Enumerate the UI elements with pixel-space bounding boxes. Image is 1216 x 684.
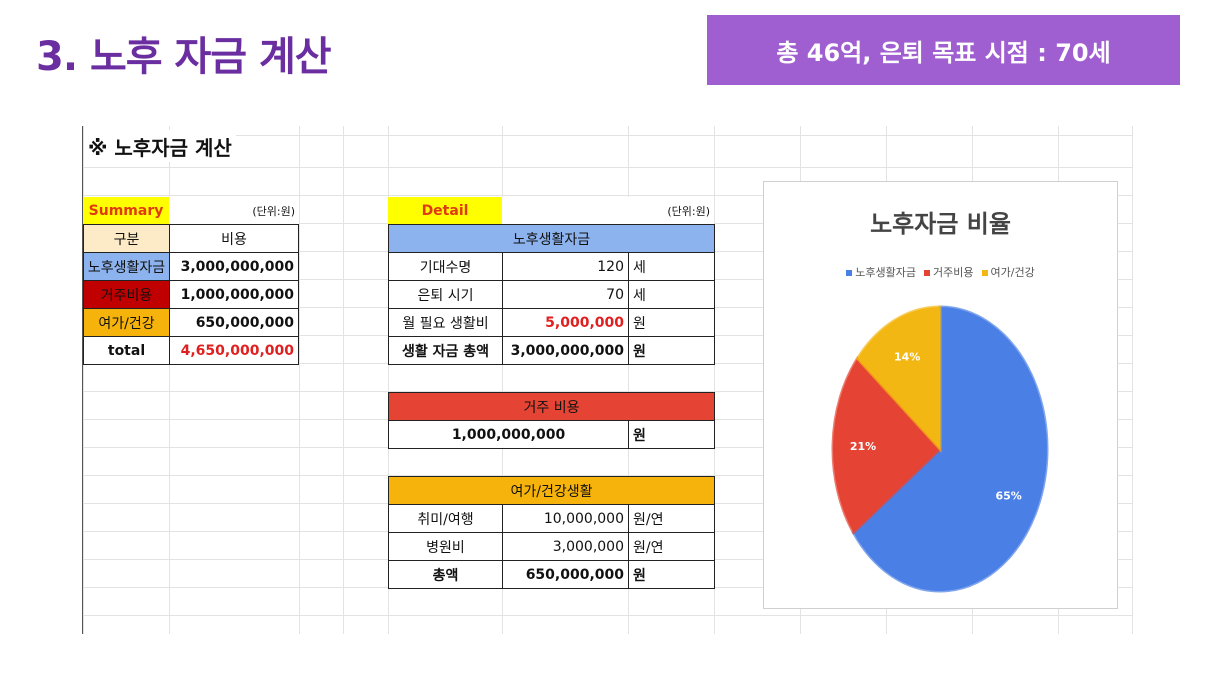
leisure-row-value: 3,000,000 — [502, 532, 629, 561]
living-row-unit: 원 — [628, 308, 715, 337]
pie-data-label: 14% — [894, 350, 920, 363]
summary-row-value: 1,000,000,000 — [169, 280, 299, 309]
living-header: 노후생활자금 — [388, 224, 715, 253]
summary-col-category: 구분 — [83, 224, 170, 253]
leisure-header: 여가/건강생활 — [388, 476, 715, 505]
legend-item: 거주비용 — [924, 264, 974, 280]
chart-title: 노후자금 비율 — [870, 210, 1011, 238]
summary-row-label: 노후생활자금 — [83, 252, 170, 281]
legend-item: 노후생활자금 — [846, 264, 916, 280]
summary-total-value: 4,650,000,000 — [169, 336, 299, 365]
living-row-label: 기대수명 — [388, 252, 503, 281]
leisure-row-value: 10,000,000 — [502, 504, 629, 533]
pie-slice-0[interactable] — [851, 305, 1049, 593]
living-row-value: 120 — [502, 252, 629, 281]
pie-plot: 65% 21% 14% — [831, 305, 1049, 593]
housing-value: 1,000,000,000 — [388, 420, 629, 449]
summary-row-value: 650,000,000 — [169, 308, 299, 337]
leisure-row-label: 병원비 — [388, 532, 503, 561]
summary-unit: (단위:원) — [169, 197, 299, 224]
living-row-value: 5,000,000 — [502, 308, 629, 337]
living-total-unit: 원 — [628, 336, 715, 365]
summary-row-value: 3,000,000,000 — [169, 252, 299, 281]
pie-slice-1[interactable] — [831, 356, 943, 535]
summary-badge: 총 46억, 은퇴 목표 시점 : 70세 — [707, 15, 1180, 85]
housing-unit: 원 — [628, 420, 715, 449]
summary-row-label: 거주비용 — [83, 280, 170, 309]
leisure-row-unit: 원/연 — [628, 504, 715, 533]
detail-unit: (단위:원) — [502, 197, 714, 224]
legend-item: 여가/건강 — [981, 264, 1035, 280]
leisure-row-label: 취미/여행 — [388, 504, 503, 533]
leisure-total-value: 650,000,000 — [502, 560, 629, 589]
summary-col-cost: 비용 — [169, 224, 299, 253]
living-row-label: 은퇴 시기 — [388, 280, 503, 309]
leisure-row-unit: 원/연 — [628, 532, 715, 561]
summary-label: Summary — [83, 197, 169, 224]
summary-total-label: total — [83, 336, 170, 365]
pie-data-label: 65% — [995, 489, 1021, 502]
living-row-label: 월 필요 생활비 — [388, 308, 503, 337]
leisure-total-label: 총액 — [388, 560, 503, 589]
sheet-title: ※ 노후자금 계산 — [84, 130, 236, 162]
pie-data-label: 21% — [850, 440, 876, 453]
living-row-unit: 세 — [628, 280, 715, 309]
pie-chart[interactable]: 노후자금 비율 노후생활자금 거주비용 여가/건강 65% 21% 14% — [763, 181, 1118, 609]
summary-row-label: 여가/건강 — [83, 308, 170, 337]
living-total-label: 생활 자금 총액 — [388, 336, 503, 365]
living-row-value: 70 — [502, 280, 629, 309]
detail-label: Detail — [388, 197, 502, 224]
living-total-value: 3,000,000,000 — [502, 336, 629, 365]
leisure-total-unit: 원 — [628, 560, 715, 589]
page-title: 3. 노후 자금 계산 — [36, 34, 332, 80]
living-row-unit: 세 — [628, 252, 715, 281]
housing-header: 거주 비용 — [388, 392, 715, 421]
pie-slice-2[interactable] — [855, 305, 942, 453]
chart-legend: 노후생활자금 거주비용 여가/건강 — [764, 264, 1117, 280]
